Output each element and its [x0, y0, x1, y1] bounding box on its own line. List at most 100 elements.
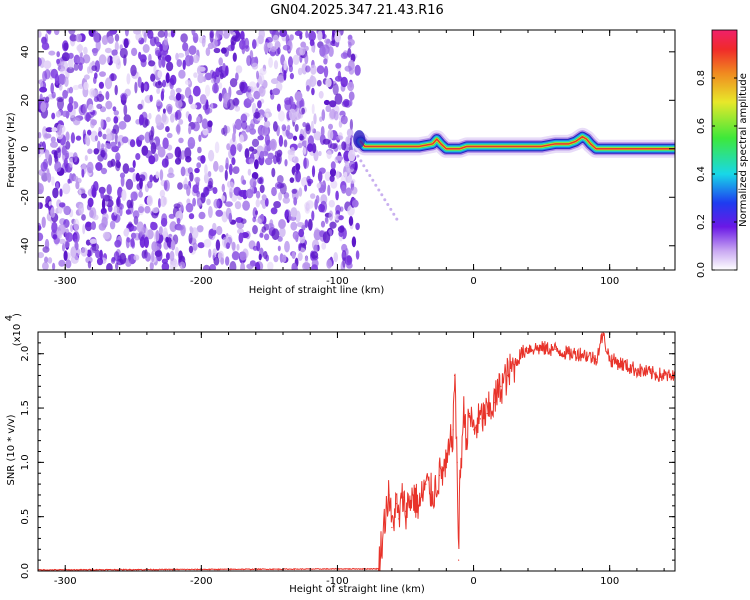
- plot-area: [38, 332, 675, 571]
- x-tick-label: -100: [326, 276, 349, 287]
- noise-blob: [144, 252, 151, 262]
- noise-blob: [205, 47, 211, 57]
- noise-blob: [374, 183, 378, 187]
- noise-blob: [297, 142, 303, 149]
- noise-blob: [327, 129, 334, 141]
- noise-blob: [198, 199, 202, 206]
- noise-blob: [275, 49, 280, 57]
- noise-blob: [113, 116, 119, 124]
- noise-blob: [130, 191, 138, 201]
- noise-blob: [44, 238, 50, 250]
- noise-blob: [45, 96, 50, 103]
- noise-blob: [276, 175, 284, 184]
- noise-blob: [138, 203, 145, 216]
- noise-blob: [67, 102, 73, 113]
- noise-blob: [90, 119, 97, 126]
- noise-blob: [252, 225, 258, 235]
- noise-blob: [278, 192, 283, 201]
- noise-blob: [221, 47, 227, 54]
- noise-blob: [185, 202, 194, 213]
- snr-point: [486, 412, 488, 415]
- x-tick-label: -100: [326, 576, 349, 587]
- noise-blob: [335, 155, 344, 161]
- noise-blob: [131, 47, 138, 57]
- noise-blob: [244, 37, 250, 50]
- noise-blob: [57, 230, 63, 239]
- noise-blob: [148, 112, 152, 120]
- noise-blob: [132, 172, 137, 183]
- noise-blob: [251, 62, 259, 70]
- noise-blob: [85, 239, 91, 246]
- noise-blob: [218, 165, 224, 173]
- noise-blob: [158, 226, 163, 236]
- noise-blob: [118, 120, 127, 130]
- noise-blob: [112, 106, 117, 112]
- noise-blob: [328, 46, 334, 57]
- noise-blob: [127, 254, 131, 261]
- noise-blob: [249, 177, 257, 188]
- noise-blob: [212, 248, 217, 256]
- noise-blob: [65, 140, 71, 150]
- noise-blob: [253, 90, 261, 100]
- noise-blob: [175, 92, 182, 101]
- noise-blob: [149, 174, 154, 183]
- noise-blob: [40, 161, 48, 172]
- noise-blob: [273, 201, 281, 209]
- noise-blob: [110, 73, 115, 82]
- noise-blob: [119, 207, 123, 217]
- noise-blob: [323, 65, 329, 78]
- noise-blob: [313, 229, 322, 241]
- noise-blob: [311, 87, 315, 96]
- noise-blob: [41, 216, 46, 228]
- noise-blob: [307, 218, 313, 231]
- noise-blob: [288, 64, 293, 73]
- noise-blob: [99, 71, 106, 77]
- noise-blob: [91, 187, 97, 198]
- noise-blob: [85, 256, 93, 264]
- noise-blob: [176, 59, 183, 68]
- noise-blob: [123, 38, 129, 49]
- noise-blob: [335, 135, 344, 141]
- noise-blob: [135, 172, 140, 182]
- noise-blob: [235, 72, 239, 81]
- noise-blob: [68, 52, 74, 59]
- noise-blob: [239, 81, 245, 92]
- noise-blob: [109, 30, 118, 35]
- noise-blob: [315, 195, 320, 204]
- noise-blob: [164, 30, 168, 39]
- noise-blob: [236, 243, 240, 251]
- noise-blob: [341, 141, 347, 151]
- noise-blob: [161, 158, 169, 168]
- snr-point: [554, 348, 556, 350]
- noise-blob: [165, 72, 170, 84]
- noise-blob: [73, 62, 79, 71]
- noise-blob: [200, 155, 206, 164]
- noise-blob: [95, 162, 103, 171]
- noise-blob: [294, 124, 299, 132]
- noise-blob: [333, 252, 339, 263]
- noise-blob: [274, 150, 278, 158]
- noise-blob: [267, 261, 274, 270]
- noise-blob: [238, 232, 244, 244]
- noise-blob: [179, 261, 186, 270]
- noise-blob: [349, 161, 356, 170]
- noise-blob: [257, 34, 264, 45]
- noise-blob: [231, 251, 240, 261]
- snr-point: [520, 353, 522, 355]
- noise-blob: [75, 135, 82, 141]
- noise-blob: [114, 84, 118, 96]
- noise-blob: [47, 30, 52, 35]
- noise-blob: [165, 126, 170, 133]
- noise-blob: [144, 205, 151, 214]
- noise-blob: [155, 171, 160, 179]
- snr-point: [377, 568, 379, 570]
- noise-blob: [251, 172, 259, 180]
- noise-blob: [311, 210, 315, 221]
- noise-blob: [91, 243, 100, 252]
- noise-blob: [218, 92, 223, 102]
- noise-blob: [329, 168, 337, 177]
- noise-blob: [225, 157, 229, 169]
- noise-blob: [212, 187, 218, 194]
- noise-blob: [297, 252, 303, 261]
- noise-blob: [84, 133, 90, 146]
